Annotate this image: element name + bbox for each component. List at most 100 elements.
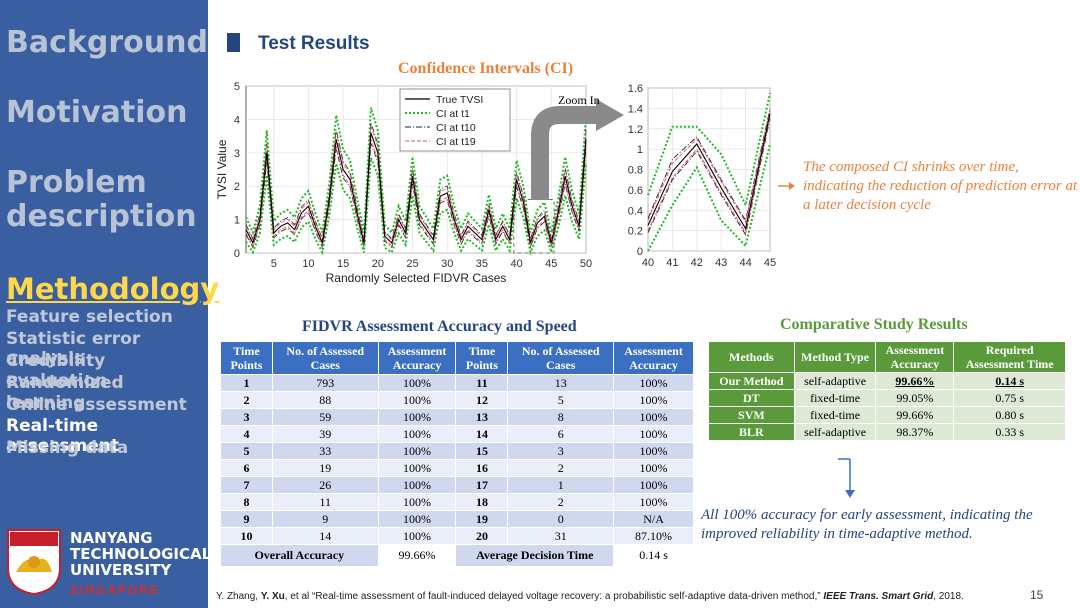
table-header-row: Time Points No. of Assessed Cases Assess… <box>220 341 694 375</box>
col-header: Method Type <box>793 341 877 373</box>
sub-item[interactable]: Missing data <box>6 438 129 458</box>
table-cell: fixed-time <box>793 389 877 407</box>
nav-methodology[interactable]: Methodology <box>6 272 220 306</box>
table-cell: BLR <box>708 423 795 441</box>
nav-problem[interactable]: Problem <box>6 165 147 200</box>
table-cell: 13 <box>507 374 615 392</box>
col-header: Assessment Accuracy <box>377 341 457 375</box>
sub-item-current[interactable]: Real-time assessment <box>6 416 119 456</box>
table-row: 5 33 100% 15 3 100% <box>220 442 694 460</box>
table-cell: 26 <box>271 476 379 494</box>
table-cell: 0.75 s <box>953 389 1066 407</box>
table-cell: 100% <box>613 459 694 477</box>
sub-item[interactable]: Statistic error analysis <box>6 329 141 369</box>
table-cell: self-adaptive <box>793 423 877 441</box>
table-cell: 19 <box>271 459 379 477</box>
university-country: SINGAPORE <box>70 583 161 597</box>
table-cell: 11 <box>455 374 509 392</box>
table-row: 2 88 100% 12 5 100% <box>220 391 694 409</box>
table-cell: 0.80 s <box>953 406 1066 424</box>
table-cell: 6 <box>220 459 273 477</box>
zoom-chart: 0 0.2 0.4 0.6 0.8 1 1.2 1.4 1.6 40 41 42 43 44 45 <box>628 83 776 269</box>
col-header: Methods <box>708 341 795 373</box>
table-cell: self-adaptive <box>793 372 877 390</box>
table-cell: 12 <box>455 391 509 409</box>
table-cell: 100% <box>613 476 694 494</box>
series-zoom-true-tvsi <box>647 113 771 231</box>
x-tick-label: 15 <box>337 258 349 270</box>
sub-item[interactable]: Feature selection <box>6 307 173 327</box>
table-cell: 99.66% <box>875 406 955 424</box>
nav-problem-2[interactable]: description <box>6 199 197 234</box>
zoom-label: Zoom In <box>558 93 600 107</box>
table-row: 8 11 100% 18 2 100% <box>220 493 694 511</box>
table-cell: 100% <box>613 374 694 392</box>
sub-item[interactable]: Credibility evaluation <box>6 351 108 391</box>
table-cell: 100% <box>613 442 694 460</box>
y-tick-label: 0.2 <box>628 226 643 238</box>
col-header: Assessment Accuracy <box>875 341 955 373</box>
table-cell: 3 <box>507 442 615 460</box>
x-tick-label: 5 <box>271 258 277 270</box>
series-zoom-upper <box>647 110 771 224</box>
nav-background[interactable]: Background <box>6 25 208 60</box>
x-tick-label: 41 <box>666 257 678 269</box>
table-cell: 100% <box>377 425 457 443</box>
y-tick-label: 1.6 <box>628 83 643 95</box>
accuracy-title: FIDVR Assessment Accuracy and Speed <box>302 318 577 335</box>
table-cell: 9 <box>271 510 379 528</box>
y-tick-label: 0.8 <box>628 165 643 177</box>
table-cell: 1 <box>220 374 273 392</box>
table-cell: 87.10% <box>613 527 694 545</box>
table-cell: 100% <box>377 374 457 392</box>
table-row: Our Method self-adaptive 99.66% 0.14 s <box>708 372 1066 390</box>
y-tick-label: 1.4 <box>628 103 643 115</box>
series-zoom-lower <box>647 116 771 234</box>
comparative-title: Comparative Study Results <box>780 316 968 333</box>
university-name: NANYANG TECHNOLOGICAL UNIVERSITY <box>70 529 212 579</box>
y-tick-label: 5 <box>234 81 240 93</box>
table-row: 7 26 100% 17 1 100% <box>220 476 694 494</box>
overall-label: Overall Accuracy <box>220 544 379 567</box>
table-row: 4 39 100% 14 6 100% <box>220 425 694 443</box>
table-cell: 39 <box>271 425 379 443</box>
zoom-box <box>513 199 555 254</box>
sub-item[interactable]: Online assessment <box>6 395 187 415</box>
series-zoom-lower <box>647 143 771 252</box>
series-zoom-upper <box>647 108 771 222</box>
table-cell: 17 <box>455 476 509 494</box>
y-axis-label: TVSI Value <box>215 139 229 199</box>
x-tick-label: 30 <box>441 258 453 270</box>
table-cell: 100% <box>377 493 457 511</box>
table-cell: DT <box>708 389 795 407</box>
y-tick-label: 1 <box>234 215 240 227</box>
nav-motivation[interactable]: Motivation <box>6 95 188 130</box>
sub-item[interactable]: Randomized learning <box>6 373 124 413</box>
table-cell: SVM <box>708 406 795 424</box>
accuracy-note: All 100% accuracy for early assessment, … <box>701 507 1033 542</box>
page-number: 15 <box>1030 588 1044 602</box>
table-cell: 100% <box>613 408 694 426</box>
title-marker <box>227 33 240 52</box>
col-header: Time Points <box>220 341 273 375</box>
x-tick-label: 10 <box>302 258 314 270</box>
x-tick-label: 45 <box>764 257 776 269</box>
x-tick-label: 50 <box>580 258 592 270</box>
table-cell: 19 <box>455 510 509 528</box>
table-cell: 9 <box>220 510 273 528</box>
table-cell: 18 <box>455 493 509 511</box>
table-cell: 100% <box>613 493 694 511</box>
table-cell: 100% <box>377 459 457 477</box>
comparative-table: Methods Method Type Assessment Accuracy … <box>708 341 1066 441</box>
y-tick-label: 1.2 <box>628 124 643 136</box>
table-cell: 13 <box>455 408 509 426</box>
col-header: No. of Assessed Cases <box>271 341 379 375</box>
table-cell: 6 <box>507 425 615 443</box>
table-cell: 2 <box>507 493 615 511</box>
x-tick-label: 40 <box>642 257 654 269</box>
col-header: Assessment Accuracy <box>613 341 694 375</box>
table-header-row: Methods Method Type Assessment Accuracy … <box>708 341 1066 373</box>
col-header: No. of Assessed Cases <box>507 341 615 375</box>
avg-time-label: Average Decision Time <box>455 544 615 567</box>
